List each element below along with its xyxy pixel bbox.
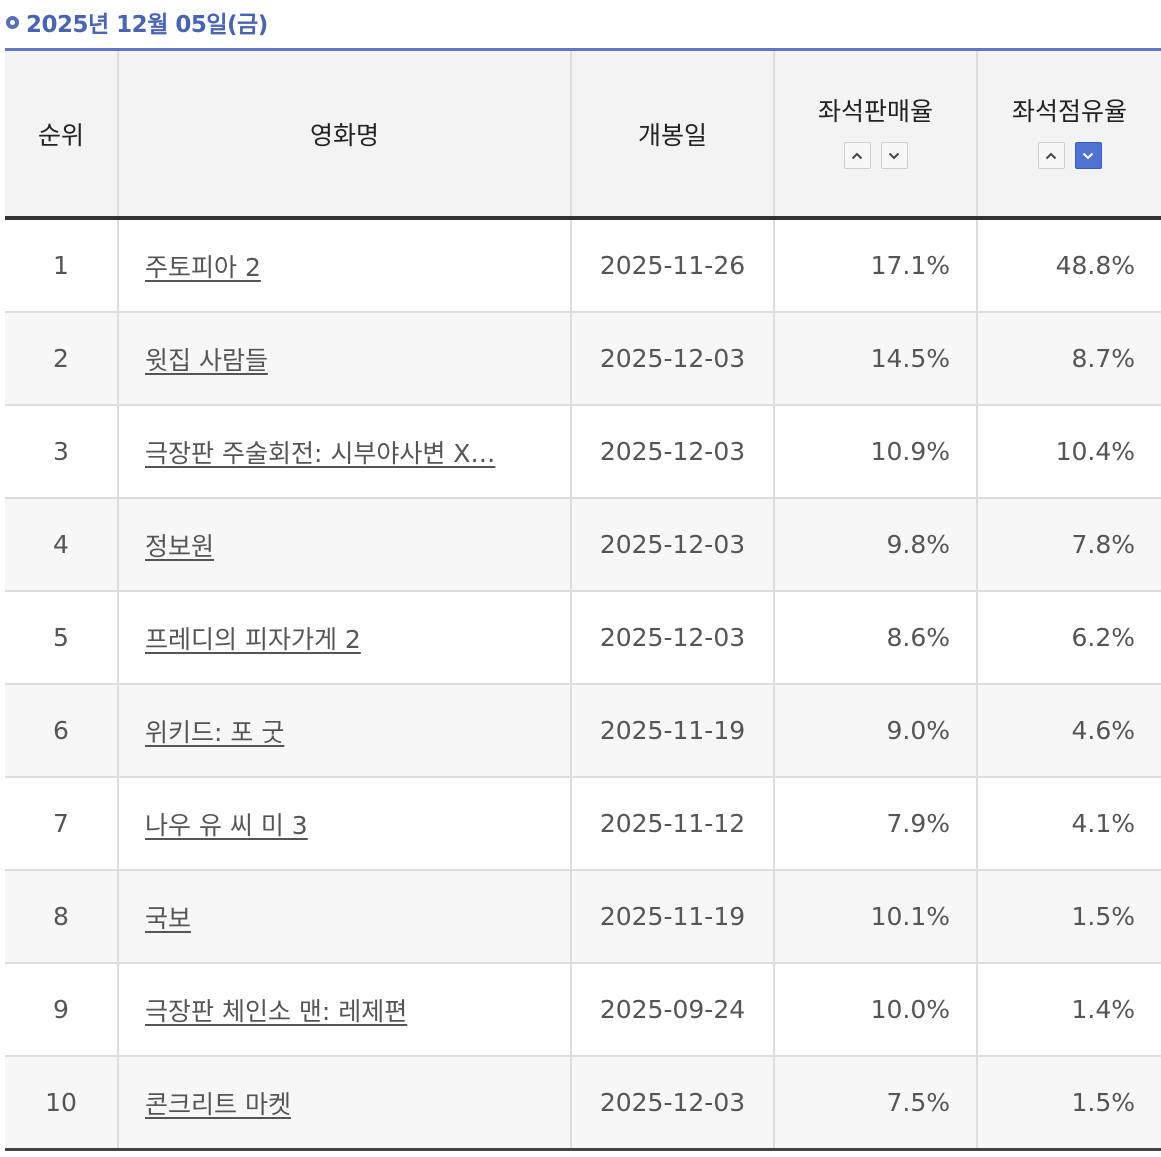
movie-title-link[interactable]: 국보 bbox=[145, 903, 192, 933]
release-date-cell: 2025-09-24 bbox=[570, 962, 774, 1056]
chevron-down-icon bbox=[1082, 152, 1094, 159]
seat-sales-rate-label: 좌석판매율 bbox=[817, 97, 933, 126]
col-header-release-date: 개봉일 bbox=[570, 49, 774, 220]
seat-sales-rate-sort-controls bbox=[775, 142, 976, 169]
seat-share-rate-cell: 8.7% bbox=[976, 311, 1161, 405]
movie-title-link[interactable]: 콘크리트 마켓 bbox=[145, 1089, 291, 1119]
title-cell: 위키드: 포 굿 bbox=[117, 683, 571, 777]
seat-share-rate-cell: 7.8% bbox=[976, 497, 1161, 591]
table-row: 6 위키드: 포 굿 2025-11-19 9.0% 4.6% bbox=[5, 683, 1161, 777]
movie-title-link[interactable]: 극장판 주술회전: 시부야사변 X… bbox=[145, 438, 496, 468]
rank-cell: 8 bbox=[5, 869, 118, 963]
seat-share-rate-cell: 4.1% bbox=[976, 776, 1161, 870]
table-row: 10 콘크리트 마켓 2025-12-03 7.5% 1.5% bbox=[5, 1055, 1161, 1150]
title-cell: 국보 bbox=[117, 869, 571, 963]
title-cell: 주토피아 2 bbox=[117, 218, 571, 312]
rank-cell: 5 bbox=[5, 590, 118, 684]
movie-title-link[interactable]: 나우 유 씨 미 3 bbox=[145, 810, 308, 840]
seat-sales-rate-cell: 7.5% bbox=[773, 1055, 977, 1150]
release-date-cell: 2025-11-19 bbox=[570, 869, 774, 963]
release-date-cell: 2025-11-19 bbox=[570, 683, 774, 777]
seat-share-rate-sort-controls bbox=[978, 142, 1161, 169]
table-row: 4 정보원 2025-12-03 9.8% 7.8% bbox=[5, 497, 1161, 591]
release-date-cell: 2025-11-12 bbox=[570, 776, 774, 870]
table-row: 5 프레디의 피자가게 2 2025-12-03 8.6% 6.2% bbox=[5, 590, 1161, 684]
sort-seat-sales-asc-button[interactable] bbox=[843, 142, 871, 169]
rank-cell: 3 bbox=[5, 404, 118, 498]
seat-sales-rate-cell: 14.5% bbox=[773, 311, 977, 405]
chevron-up-icon bbox=[851, 152, 863, 159]
rank-cell: 7 bbox=[5, 776, 118, 870]
seat-share-rate-cell: 6.2% bbox=[976, 590, 1161, 684]
sort-seat-share-asc-button[interactable] bbox=[1037, 142, 1065, 169]
rank-cell: 10 bbox=[5, 1055, 118, 1150]
col-header-rank: 순위 bbox=[5, 49, 118, 220]
table-row: 8 국보 2025-11-19 10.1% 1.5% bbox=[5, 869, 1161, 963]
seat-sales-rate-cell: 9.8% bbox=[773, 497, 977, 591]
table-row: 2 윗집 사람들 2025-12-03 14.5% 8.7% bbox=[5, 311, 1161, 405]
title-cell: 프레디의 피자가게 2 bbox=[117, 590, 571, 684]
table-header-row: 순위 영화명 개봉일 좌석판매율 좌석점유율 bbox=[5, 49, 1161, 220]
rank-cell: 4 bbox=[5, 497, 118, 591]
seat-share-rate-cell: 10.4% bbox=[976, 404, 1161, 498]
seat-sales-rate-cell: 8.6% bbox=[773, 590, 977, 684]
seat-sales-rate-cell: 17.1% bbox=[773, 218, 977, 312]
release-date-cell: 2025-12-03 bbox=[570, 1055, 774, 1150]
seat-share-rate-cell: 4.6% bbox=[976, 683, 1161, 777]
rank-cell: 2 bbox=[5, 311, 118, 405]
seat-share-rate-cell: 1.4% bbox=[976, 962, 1161, 1056]
seat-sales-rate-cell: 10.0% bbox=[773, 962, 977, 1056]
sort-seat-share-desc-button[interactable] bbox=[1074, 142, 1102, 169]
date-title: 2025년 12월 05일(금) bbox=[26, 12, 268, 38]
release-date-cell: 2025-12-03 bbox=[570, 311, 774, 405]
rank-cell: 6 bbox=[5, 683, 118, 777]
seat-share-rate-cell: 1.5% bbox=[976, 869, 1161, 963]
table-row: 1 주토피아 2 2025-11-26 17.1% 48.8% bbox=[5, 218, 1161, 312]
title-cell: 콘크리트 마켓 bbox=[117, 1055, 571, 1150]
sort-seat-sales-desc-button[interactable] bbox=[880, 142, 908, 169]
release-date-cell: 2025-11-26 bbox=[570, 218, 774, 312]
col-header-seat-sales-rate: 좌석판매율 bbox=[773, 49, 977, 220]
seat-share-rate-cell: 48.8% bbox=[976, 218, 1161, 312]
ring-icon bbox=[6, 15, 19, 29]
col-header-title: 영화명 bbox=[117, 49, 571, 220]
col-header-seat-share-rate: 좌석점유율 bbox=[976, 49, 1161, 220]
title-cell: 극장판 주술회전: 시부야사변 X… bbox=[117, 404, 571, 498]
seat-sales-rate-cell: 7.9% bbox=[773, 776, 977, 870]
title-cell: 정보원 bbox=[117, 497, 571, 591]
rank-cell: 1 bbox=[53, 251, 69, 280]
chevron-up-icon bbox=[1045, 152, 1057, 159]
rank-cell: 9 bbox=[5, 962, 118, 1056]
seat-sales-rate-cell: 10.9% bbox=[773, 404, 977, 498]
box-office-table: 순위 영화명 개봉일 좌석판매율 좌석점유율 bbox=[5, 48, 1161, 1151]
table-row: 7 나우 유 씨 미 3 2025-11-12 7.9% 4.1% bbox=[5, 776, 1161, 870]
seat-share-rate-label: 좌석점유율 bbox=[1011, 97, 1127, 126]
chevron-down-icon bbox=[888, 152, 900, 159]
seat-share-rate-cell: 1.5% bbox=[976, 1055, 1161, 1150]
movie-title-link[interactable]: 윗집 사람들 bbox=[145, 345, 268, 375]
seat-sales-rate-cell: 10.1% bbox=[773, 869, 977, 963]
movie-title-link[interactable]: 프레디의 피자가게 2 bbox=[145, 624, 361, 654]
title-cell: 나우 유 씨 미 3 bbox=[117, 776, 571, 870]
movie-title-link[interactable]: 극장판 체인소 맨: 레제편 bbox=[145, 996, 408, 1026]
release-date-cell: 2025-12-03 bbox=[570, 497, 774, 591]
box-office-table-wrap: 순위 영화명 개봉일 좌석판매율 좌석점유율 bbox=[5, 48, 1161, 1151]
table-row: 3 극장판 주술회전: 시부야사변 X… 2025-12-03 10.9% 10… bbox=[5, 404, 1161, 498]
release-date-cell: 2025-12-03 bbox=[570, 590, 774, 684]
date-header: 2025년 12월 05일(금) bbox=[6, 0, 268, 44]
table-row: 9 극장판 체인소 맨: 레제편 2025-09-24 10.0% 1.4% bbox=[5, 962, 1161, 1056]
movie-title-link[interactable]: 위키드: 포 굿 bbox=[145, 717, 285, 747]
movie-title-link[interactable]: 주토피아 2 bbox=[145, 252, 261, 282]
movie-title-link[interactable]: 정보원 bbox=[145, 531, 215, 561]
seat-sales-rate-cell: 9.0% bbox=[773, 683, 977, 777]
title-cell: 윗집 사람들 bbox=[117, 311, 571, 405]
release-date-cell: 2025-12-03 bbox=[570, 404, 774, 498]
title-cell: 극장판 체인소 맨: 레제편 bbox=[117, 962, 571, 1056]
